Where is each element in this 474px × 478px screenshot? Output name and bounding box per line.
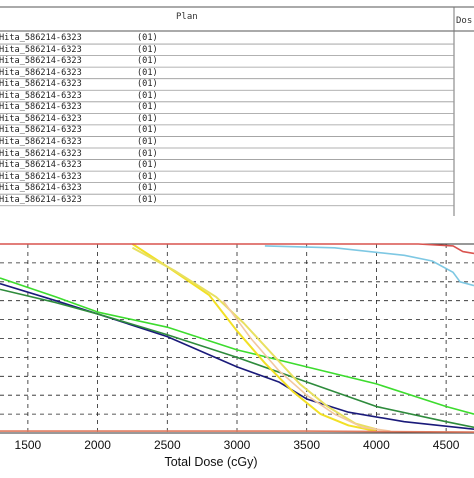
dose-column-header: Dos — [456, 16, 473, 26]
x-tick-label: 2500 — [154, 438, 181, 452]
table-row-plan: Hita_586214-6323 — [0, 136, 82, 147]
x-tick-label: 1500 — [15, 438, 42, 452]
plan-column-header: Plan — [176, 12, 198, 22]
dvh-series-line — [131, 246, 377, 431]
table-row-code: (01) — [137, 56, 158, 67]
table-row-code: (01) — [137, 125, 158, 136]
x-axis-label: Total Dose (cGy) — [164, 455, 257, 469]
table-row-code: (01) — [137, 79, 158, 90]
chart-svg: 1500 2000 2500 3000 3500 4000 4500 Total Dose (… — [0, 243, 474, 469]
dvh-series-line — [0, 430, 474, 433]
table-row-code: (01) — [137, 67, 158, 78]
x-tick-label: 3000 — [224, 438, 251, 452]
table-row-plan: Hita_586214-6323 — [0, 102, 82, 113]
x-tick-label: 4000 — [363, 438, 390, 452]
table-row-plan: Hita_586214-6323 — [0, 194, 82, 205]
x-tick-label: 4500 — [433, 438, 460, 452]
x-tick-label: 3500 — [293, 438, 320, 452]
table-row-code: (01) — [137, 90, 158, 101]
table-row-plan: Hita_586214-6323 — [0, 67, 82, 78]
dvh-series-line — [0, 282, 474, 431]
table-row-plan: Hita_586214-6323 — [0, 148, 82, 159]
dvh-series-line — [131, 243, 377, 433]
table-row-code: (01) — [137, 171, 158, 182]
table-row-plan: Hita_586214-6323 — [0, 113, 82, 124]
plan-table: Plan Dos Hita_586214-6323 (01) Hita_586214… — [0, 0, 474, 232]
dvh-series-line — [0, 277, 474, 415]
table-row-code: (01) — [137, 148, 158, 159]
dvh-series-line — [222, 300, 391, 432]
table-row-plan: Hita_586214-6323 — [0, 33, 82, 43]
table-grid — [0, 6, 474, 216]
table-row-code: (01) — [137, 44, 158, 55]
table-row-plan: Hita_586214-6323 — [0, 79, 82, 90]
table-row-plan: Hita_586214-6323 — [0, 125, 82, 136]
dvh-series-line — [0, 288, 474, 429]
table-row-plan: Hita_586214-6323 — [0, 56, 82, 67]
dvh-series-line — [264, 245, 474, 287]
x-tick-label: 2000 — [84, 438, 111, 452]
table-row-plan: Hita_586214-6323 — [0, 90, 82, 101]
table-row-code: (01) — [137, 33, 158, 43]
table-row-code: (01) — [137, 160, 158, 171]
table-row-plan: Hita_586214-6323 — [0, 160, 82, 171]
dvh-series-line — [0, 243, 474, 255]
table-row-code: (01) — [137, 136, 158, 147]
table-row-code: (01) — [137, 194, 158, 205]
table-row-plan: Hita_586214-6323 — [0, 183, 82, 194]
table-row-code: (01) — [137, 113, 158, 124]
table-row-code: (01) — [137, 183, 158, 194]
table-row-code: (01) — [137, 102, 158, 113]
table-row-plan: Hita_586214-6323 — [0, 171, 82, 182]
table-row-plan: Hita_586214-6323 — [0, 44, 82, 55]
dvh-chart: 1500 2000 2500 3000 3500 4000 4500 Total Dose (… — [0, 240, 474, 474]
